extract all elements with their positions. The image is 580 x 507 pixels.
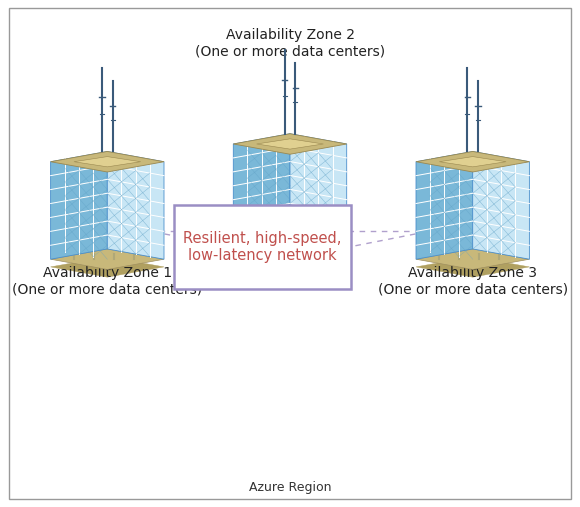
Polygon shape (416, 249, 530, 270)
Polygon shape (50, 257, 164, 277)
Text: Resilient, high-speed,
low-latency network: Resilient, high-speed, low-latency netwo… (183, 231, 342, 263)
Text: Availability Zone 3
(One or more data centers): Availability Zone 3 (One or more data ce… (378, 266, 568, 297)
Text: Availability Zone 2
(One or more data centers): Availability Zone 2 (One or more data ce… (195, 28, 385, 58)
Polygon shape (50, 249, 164, 270)
Polygon shape (416, 152, 473, 259)
Polygon shape (416, 152, 530, 172)
Polygon shape (233, 239, 347, 260)
Polygon shape (50, 152, 107, 259)
Polygon shape (107, 152, 164, 259)
Polygon shape (290, 134, 347, 241)
Text: Availability Zone 1
(One or more data centers): Availability Zone 1 (One or more data ce… (12, 266, 202, 297)
Polygon shape (233, 134, 347, 154)
Polygon shape (50, 152, 164, 172)
Polygon shape (74, 157, 140, 167)
Text: Azure Region: Azure Region (249, 481, 331, 494)
Polygon shape (233, 134, 290, 241)
Polygon shape (440, 157, 506, 167)
Polygon shape (416, 257, 530, 277)
Polygon shape (473, 152, 530, 259)
Polygon shape (233, 231, 347, 252)
FancyBboxPatch shape (174, 205, 351, 289)
Polygon shape (256, 139, 324, 149)
